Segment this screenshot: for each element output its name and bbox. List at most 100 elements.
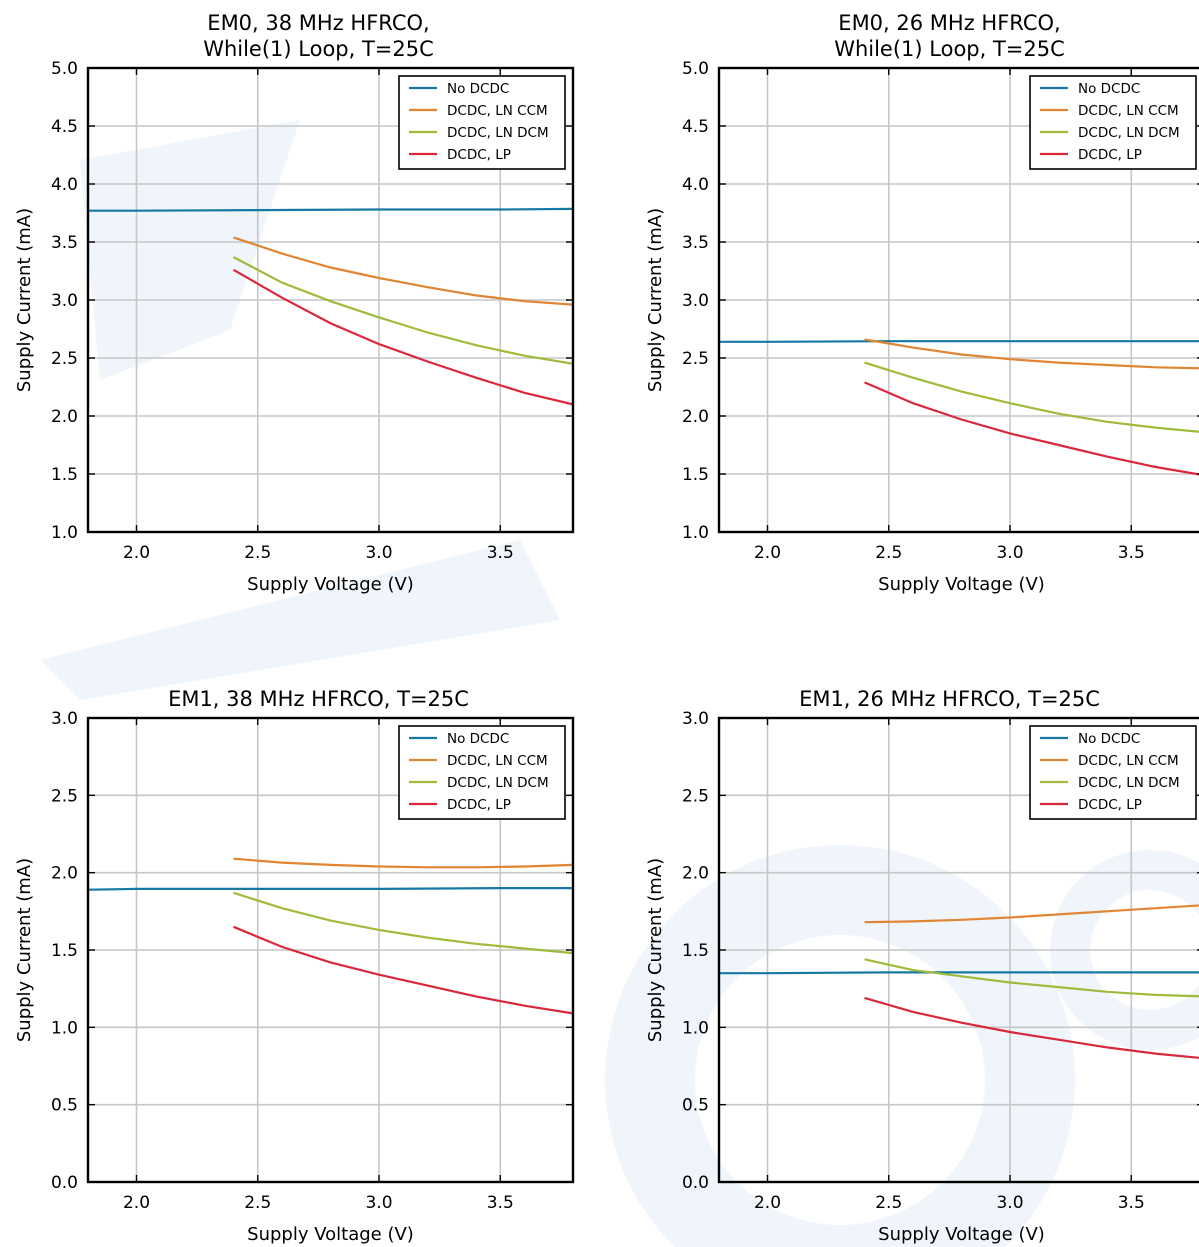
y-tick-label: 2.5 — [682, 349, 709, 369]
chart-panel-2: 2.0 2.5 3.0 3.5 1.0 1.5 2.0 2.5 3.0 3.5 4.0 4.5 5.0 S… — [645, 11, 1199, 595]
legend-label-no-dcdc: No DCDC — [1078, 731, 1140, 747]
legend-label-dcdc-lp: DCDC, LP — [447, 147, 511, 163]
x-tick-label: 3.5 — [487, 1193, 514, 1213]
y-tick-label: 3.0 — [682, 709, 709, 729]
y-tick-label: 2.5 — [682, 786, 709, 806]
watermark-shape — [605, 845, 1075, 1247]
legend-label-dcdc-ln-dcm: DCDC, LN DCM — [447, 125, 549, 141]
legend-label-dcdc-ln-dcm: DCDC, LN DCM — [1078, 775, 1180, 791]
legend-label-dcdc-ln-ccm: DCDC, LN CCM — [447, 103, 548, 119]
y-tick-label: 2.0 — [682, 864, 709, 884]
y-tick-label: 0.5 — [682, 1096, 709, 1116]
x-tick-label: 3.0 — [996, 1193, 1023, 1213]
x-tick-label: 2.5 — [875, 1193, 902, 1213]
series-line-dcdc-ln-dcm — [233, 891, 573, 955]
y-tick-label: 4.5 — [51, 117, 78, 137]
x-axis-label: Supply Voltage (V) — [878, 1224, 1045, 1245]
series-line-no-dcdc — [719, 340, 1199, 343]
y-tick-label: 5.0 — [682, 59, 709, 79]
series-line-dcdc-lp — [864, 996, 1199, 1059]
series-line-dcdc-ln-ccm — [233, 236, 573, 306]
legend-label-no-dcdc: No DCDC — [447, 81, 509, 97]
chart-panel-1: 2.0 2.5 3.0 3.5 1.0 1.5 2.0 2.5 3.0 3.5 4.0 4.5 5.0 S… — [14, 11, 575, 595]
y-tick-label: 1.5 — [682, 465, 709, 485]
y-tick-label: 3.0 — [51, 709, 78, 729]
x-tick-label: 3.0 — [996, 543, 1023, 563]
y-tick-label: 2.0 — [51, 407, 78, 427]
y-tick-label: 4.0 — [51, 175, 78, 195]
x-tick-label: 2.5 — [244, 1193, 271, 1213]
y-tick-label: 0.5 — [51, 1096, 78, 1116]
y-tick-label: 0.0 — [682, 1173, 709, 1193]
legend-label-dcdc-ln-ccm: DCDC, LN CCM — [1078, 103, 1179, 119]
x-axis-label: Supply Voltage (V) — [878, 574, 1045, 595]
chart-title: While(1) Loop, T=25C — [203, 37, 434, 61]
x-tick-label: 2.0 — [754, 543, 781, 563]
legend-label-dcdc-ln-ccm: DCDC, LN CCM — [447, 753, 548, 769]
series-line-dcdc-lp — [864, 381, 1199, 476]
chart-panel-3: 2.0 2.5 3.0 3.5 0.0 0.5 1.0 1.5 2.0 2.5 3.0 Supply … — [14, 687, 575, 1245]
y-tick-label: 1.5 — [682, 941, 709, 961]
y-tick-label: 2.5 — [51, 349, 78, 369]
x-axis-label: Supply Voltage (V) — [247, 1224, 414, 1245]
legend: No DCDC DCDC, LN CCM DCDC, LN DCM DCDC, LP — [398, 75, 566, 170]
x-tick-label: 2.5 — [244, 543, 271, 563]
x-tick-label: 2.0 — [754, 1193, 781, 1213]
x-tick-label: 2.0 — [123, 543, 150, 563]
y-tick-label: 1.0 — [51, 1018, 78, 1038]
y-tick-label: 1.0 — [682, 523, 709, 543]
y-tick-label: 1.5 — [51, 941, 78, 961]
chart-panel-4: 2.0 2.5 3.0 3.5 0.0 0.5 1.0 1.5 2.0 2.5 3.0 Supply … — [645, 687, 1199, 1245]
x-axis-label: Supply Voltage (V) — [247, 574, 414, 595]
series-line-dcdc-ln-dcm — [232, 256, 573, 365]
legend-label-no-dcdc: No DCDC — [1078, 81, 1140, 97]
series-line-dcdc-ln-dcm — [864, 958, 1199, 998]
series-line-dcdc-ln-ccm — [233, 857, 573, 869]
x-tick-label: 2.5 — [875, 543, 902, 563]
x-tick-label: 3.0 — [365, 543, 392, 563]
chart-title: EM0, 26 MHz HFRCO, — [838, 11, 1060, 35]
legend-label-dcdc-lp: DCDC, LP — [1078, 797, 1142, 813]
watermark-logo — [40, 120, 1199, 1247]
legend-label-dcdc-lp: DCDC, LP — [1078, 147, 1142, 163]
y-tick-label: 3.0 — [51, 291, 78, 311]
series-line-dcdc-ln-dcm — [864, 361, 1199, 433]
y-tick-label: 1.5 — [51, 465, 78, 485]
legend-label-dcdc-ln-dcm: DCDC, LN DCM — [1078, 125, 1180, 141]
chart-title: EM0, 38 MHz HFRCO, — [207, 11, 429, 35]
watermark-shape — [40, 540, 560, 700]
x-tick-label: 3.5 — [1118, 1193, 1145, 1213]
legend-label-dcdc-ln-dcm: DCDC, LN DCM — [447, 775, 549, 791]
y-tick-label: 2.0 — [682, 407, 709, 427]
y-tick-label: 3.0 — [682, 291, 709, 311]
legend-label-no-dcdc: No DCDC — [447, 731, 509, 747]
y-tick-label: 4.0 — [682, 175, 709, 195]
y-tick-label: 3.5 — [682, 233, 709, 253]
y-tick-label: 5.0 — [51, 59, 78, 79]
chart-title: EM1, 38 MHz HFRCO, T=25C — [168, 687, 469, 711]
legend-label-dcdc-lp: DCDC, LP — [447, 797, 511, 813]
y-tick-label: 1.0 — [51, 523, 78, 543]
series-line-no-dcdc — [88, 886, 573, 891]
x-tick-label: 2.0 — [123, 1193, 150, 1213]
x-tick-label: 3.0 — [365, 1193, 392, 1213]
legend: No DCDC DCDC, LN CCM DCDC, LN DCM DCDC, LP — [1029, 75, 1197, 170]
y-tick-label: 0.0 — [51, 1173, 78, 1193]
y-axis-label: Supply Current (mA) — [14, 208, 35, 392]
y-tick-label: 1.0 — [682, 1018, 709, 1038]
y-tick-label: 4.5 — [682, 117, 709, 137]
series-line-dcdc-ln-ccm — [864, 338, 1199, 370]
chart-title: EM1, 26 MHz HFRCO, T=25C — [799, 687, 1100, 711]
y-axis-label: Supply Current (mA) — [14, 858, 35, 1042]
series-line-no-dcdc — [719, 971, 1199, 975]
y-tick-label: 3.5 — [51, 233, 78, 253]
legend-label-dcdc-ln-ccm: DCDC, LN CCM — [1078, 753, 1179, 769]
legend: No DCDC DCDC, LN CCM DCDC, LN DCM DCDC, LP — [1029, 725, 1197, 820]
series-line-no-dcdc — [88, 207, 573, 212]
x-tick-label: 3.5 — [487, 543, 514, 563]
y-axis-label: Supply Current (mA) — [645, 208, 666, 392]
watermark-shape — [80, 120, 300, 380]
series-line-dcdc-lp — [232, 268, 573, 406]
y-axis-label: Supply Current (mA) — [645, 858, 666, 1042]
